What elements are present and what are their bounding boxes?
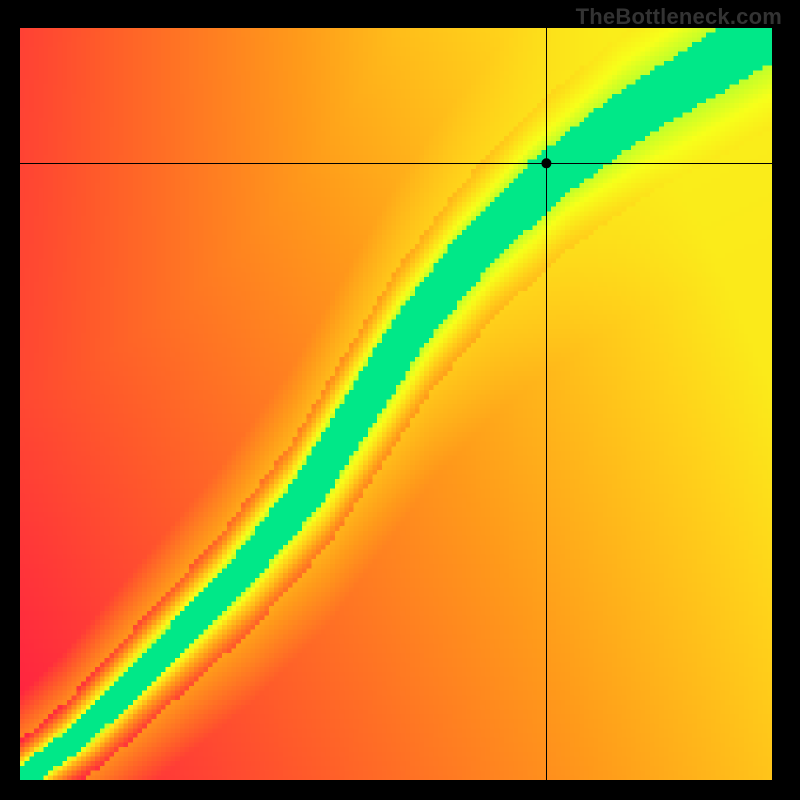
watermark-text: TheBottleneck.com xyxy=(576,4,782,30)
crosshair-overlay xyxy=(20,28,772,780)
chart-container: TheBottleneck.com xyxy=(0,0,800,800)
